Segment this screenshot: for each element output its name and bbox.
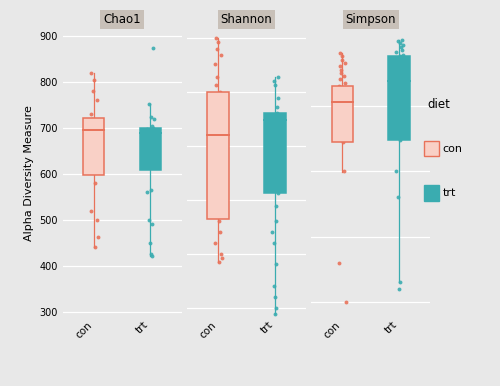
- Title: Shannon: Shannon: [220, 13, 272, 26]
- Text: •: •: [429, 144, 434, 153]
- Bar: [388, 56, 410, 140]
- Title: Simpson: Simpson: [346, 13, 396, 26]
- Text: con: con: [442, 144, 462, 154]
- Title: Chao1: Chao1: [103, 13, 141, 26]
- Bar: [264, 113, 285, 193]
- Text: diet: diet: [428, 98, 450, 111]
- Bar: [83, 118, 104, 175]
- Text: trt: trt: [442, 188, 456, 198]
- Bar: [140, 128, 161, 170]
- Y-axis label: Alpha Diversity Measure: Alpha Diversity Measure: [24, 105, 34, 241]
- Bar: [332, 86, 353, 142]
- Bar: [208, 92, 229, 219]
